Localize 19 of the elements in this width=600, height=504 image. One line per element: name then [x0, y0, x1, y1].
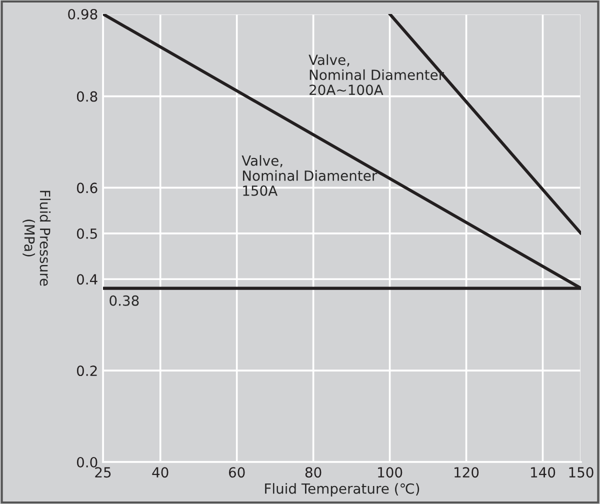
- y-tick-label: 0.5: [76, 228, 97, 239]
- x-tick-label: 60: [228, 467, 245, 478]
- x-tick-label: 150: [569, 467, 594, 478]
- x-tick-label: 140: [531, 467, 556, 478]
- y-tick-label: 0.4: [76, 274, 98, 285]
- x-axis-title: Fluid Temperature (℃): [265, 483, 420, 497]
- x-tick-label: 40: [152, 467, 168, 478]
- x-tick-label: 100: [378, 467, 402, 478]
- annotation: Valve, Nominal Diamenter 150A: [242, 155, 378, 196]
- y-tick-label: 0.98: [68, 8, 98, 20]
- y-tick-label: 0.0: [76, 456, 98, 468]
- ref-line-label: 0.38: [110, 295, 139, 306]
- y-tick-label: 0.8: [76, 91, 98, 102]
- x-tick-label: 120: [454, 467, 479, 478]
- y-tick-label: 0.2: [76, 366, 97, 376]
- y-tick-label: 0.6: [76, 182, 98, 194]
- x-tick-label: 25: [95, 467, 111, 478]
- x-tick-label: 80: [305, 467, 322, 478]
- y-axis-title: Fluid Pressure (MPa): [22, 190, 51, 286]
